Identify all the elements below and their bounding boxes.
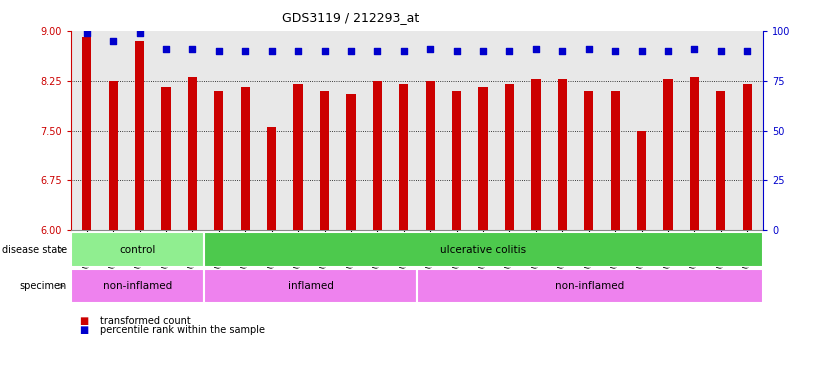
Bar [204,269,417,303]
Bar [663,79,672,230]
Text: ■: ■ [79,325,88,335]
Point [688,46,701,52]
Text: non-inflamed: non-inflamed [555,281,625,291]
Point [714,48,727,54]
Text: disease state: disease state [2,245,67,255]
Bar [267,127,276,230]
Bar [214,91,224,230]
Text: transformed count: transformed count [100,316,191,326]
Bar [531,79,540,230]
Bar [637,131,646,230]
Bar [558,79,567,230]
Point [555,48,569,54]
Bar [71,269,204,303]
Bar [373,81,382,230]
Text: percentile rank within the sample: percentile rank within the sample [100,325,265,335]
Bar [135,41,144,230]
Bar [479,87,488,230]
Point [741,48,754,54]
Point [80,30,93,36]
Bar [346,94,355,230]
Point [424,46,437,52]
Bar [690,77,699,230]
Point [609,48,622,54]
Bar [188,77,197,230]
Bar [320,91,329,230]
Text: inflamed: inflamed [288,281,334,291]
Bar [241,87,250,230]
Bar [108,81,118,230]
Bar [742,84,752,230]
Bar [610,91,620,230]
Point [212,48,225,54]
Point [133,30,146,36]
Point [239,48,252,54]
Bar [417,269,763,303]
Bar [505,84,514,230]
Point [582,46,595,52]
Point [476,48,490,54]
Point [265,48,279,54]
Text: GDS3119 / 212293_at: GDS3119 / 212293_at [282,12,419,25]
Bar [82,37,92,230]
Point [344,48,358,54]
Point [635,48,648,54]
Bar [716,91,726,230]
Point [661,48,675,54]
Point [397,48,410,54]
Text: ulcerative colitis: ulcerative colitis [440,245,526,255]
Bar [71,232,204,267]
Text: non-inflamed: non-inflamed [103,281,172,291]
Text: specimen: specimen [19,281,67,291]
Point [291,48,304,54]
Bar [294,84,303,230]
Bar [584,91,593,230]
Point [159,46,173,52]
Point [318,48,331,54]
Bar [425,81,435,230]
Point [503,48,516,54]
Point [370,48,384,54]
Text: control: control [119,245,156,255]
Bar [399,84,409,230]
Point [186,46,199,52]
Text: ■: ■ [79,316,88,326]
Point [107,38,120,44]
Bar [162,87,171,230]
Bar [452,91,461,230]
Bar [204,232,763,267]
Point [450,48,464,54]
Point [530,46,543,52]
